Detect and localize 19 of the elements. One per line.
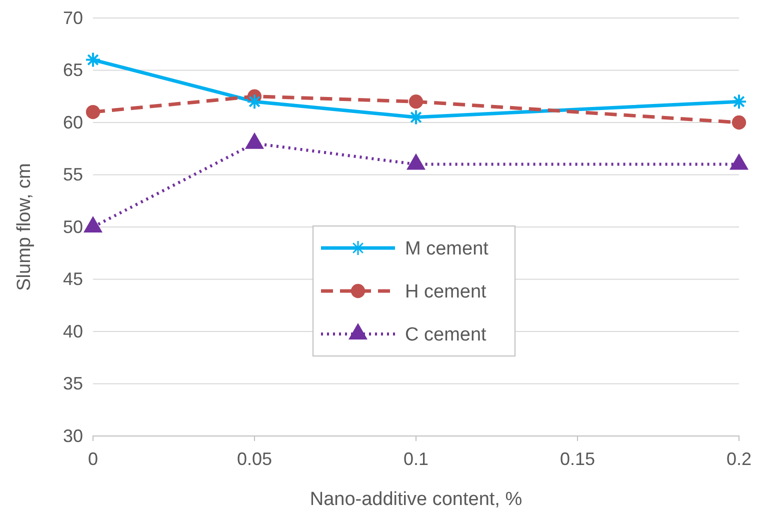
y-axis-title: Slump flow, cm: [14, 163, 35, 291]
y-tick-label: 35: [62, 374, 83, 394]
x-tick-label: 0.05: [236, 449, 272, 470]
y-tick-label: 55: [62, 164, 83, 185]
legend-label: M cement: [405, 238, 490, 260]
legend-label: H cement: [405, 282, 488, 303]
x-tick-label: 0.2: [726, 449, 752, 470]
y-tick-label: 45: [62, 269, 83, 290]
y-tick-label: 70: [62, 8, 83, 28]
y-tick-label: 40: [62, 321, 83, 342]
y-tick-label: 50: [62, 216, 83, 237]
x-tick-label: 0.1: [403, 449, 429, 470]
legend-label: C cement: [405, 324, 488, 346]
y-tick-label: 65: [62, 60, 83, 80]
x-tick-label: 0: [88, 449, 98, 470]
x-axis-title: Nano-additive content, %: [310, 489, 522, 510]
y-tick-label: 30: [62, 426, 83, 446]
x-tick-label: 0.15: [560, 449, 596, 470]
y-tick-label: 60: [62, 112, 83, 132]
